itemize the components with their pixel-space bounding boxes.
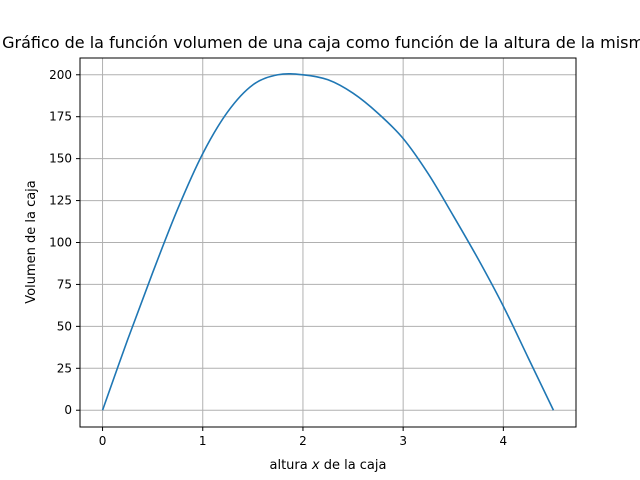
y-axis-label: Volumen de la caja [24,180,39,304]
y-tick-label: 25 [57,361,72,375]
x-axis-label-suffix: de la caja [320,458,387,473]
x-axis-label: altura x de la caja [270,458,387,473]
y-tick-label: 75 [57,277,72,291]
x-tick-label: 0 [99,434,107,448]
y-tick-label: 175 [49,110,72,124]
x-axis-label-prefix: altura [270,458,312,473]
grid-lines [80,58,576,427]
y-tick-label: 150 [49,152,72,166]
y-tick-label: 200 [49,68,72,82]
volume-series-line [101,73,555,411]
y-tick-label: 125 [49,194,72,208]
x-tick-label: 1 [199,434,207,448]
chart-title: Gráfico de la función volumen de una caj… [2,33,640,52]
y-tick-label: 50 [57,319,72,333]
y-tick-label: 100 [49,236,72,250]
x-tick-label: 4 [500,434,508,448]
plot-frame [79,57,577,428]
x-tick-label: 2 [299,434,307,448]
x-tick-label: 3 [399,434,407,448]
y-tick-label: 0 [64,403,72,417]
series-layer [101,73,555,411]
x-axis-label-variable: x [311,458,320,473]
axis-ticks: 0 1 2 3 4 0 25 50 75 100 125 150 175 200 [49,68,507,448]
